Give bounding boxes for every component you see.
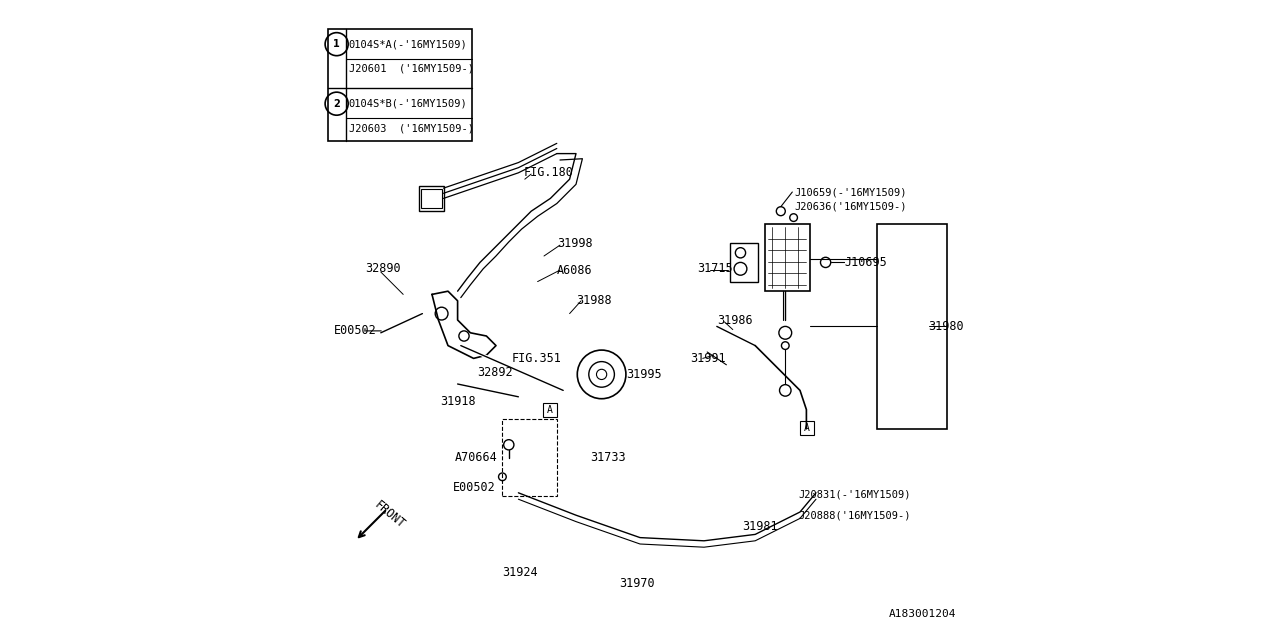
Text: A70664: A70664 (454, 451, 497, 464)
Text: J20636('16MY1509-): J20636('16MY1509-) (795, 201, 908, 211)
Text: A: A (804, 423, 810, 433)
Text: J20601  ('16MY1509-): J20601 ('16MY1509-) (348, 63, 474, 74)
Text: 0104S*B(-'16MY1509): 0104S*B(-'16MY1509) (348, 99, 467, 109)
Text: 31998: 31998 (557, 237, 593, 250)
Text: 31918: 31918 (440, 396, 476, 408)
Text: 31991: 31991 (690, 352, 726, 365)
Bar (765, 224, 809, 291)
Text: 31986: 31986 (717, 314, 753, 326)
Text: 0104S*A(-'16MY1509): 0104S*A(-'16MY1509) (348, 39, 467, 49)
Text: J20888('16MY1509-): J20888('16MY1509-) (799, 510, 911, 520)
Text: 32890: 32890 (365, 262, 401, 275)
Text: 31988: 31988 (576, 294, 612, 307)
Text: FRONT: FRONT (371, 499, 407, 532)
Bar (421, 189, 442, 208)
Text: FIG.180: FIG.180 (524, 166, 573, 179)
Bar (420, 186, 444, 211)
Text: A6086: A6086 (557, 264, 593, 276)
Text: A183001204: A183001204 (888, 609, 956, 620)
Text: J10659(-'16MY1509): J10659(-'16MY1509) (795, 187, 908, 197)
Bar (877, 224, 947, 429)
Text: J20831(-'16MY1509): J20831(-'16MY1509) (799, 489, 911, 499)
Text: 31981: 31981 (742, 520, 778, 532)
Text: 31980: 31980 (928, 320, 964, 333)
Bar (543, 403, 557, 417)
Text: E00502: E00502 (334, 324, 376, 337)
Text: 31715: 31715 (698, 262, 733, 275)
Text: 31970: 31970 (620, 577, 655, 590)
Text: E00502: E00502 (453, 481, 495, 494)
Text: 1: 1 (333, 39, 340, 49)
Text: 31733: 31733 (590, 451, 626, 464)
Bar (328, 29, 472, 141)
Text: 2: 2 (333, 99, 340, 109)
Text: J10695: J10695 (845, 256, 887, 269)
Bar (730, 243, 759, 282)
Text: 32892: 32892 (477, 366, 512, 379)
Text: 31924: 31924 (502, 566, 538, 579)
Text: 31995: 31995 (626, 368, 662, 381)
Text: FIG.351: FIG.351 (512, 352, 562, 365)
Text: A: A (547, 405, 553, 415)
Text: J20603  ('16MY1509-): J20603 ('16MY1509-) (348, 123, 474, 133)
Bar (502, 419, 557, 496)
Bar (800, 421, 814, 435)
